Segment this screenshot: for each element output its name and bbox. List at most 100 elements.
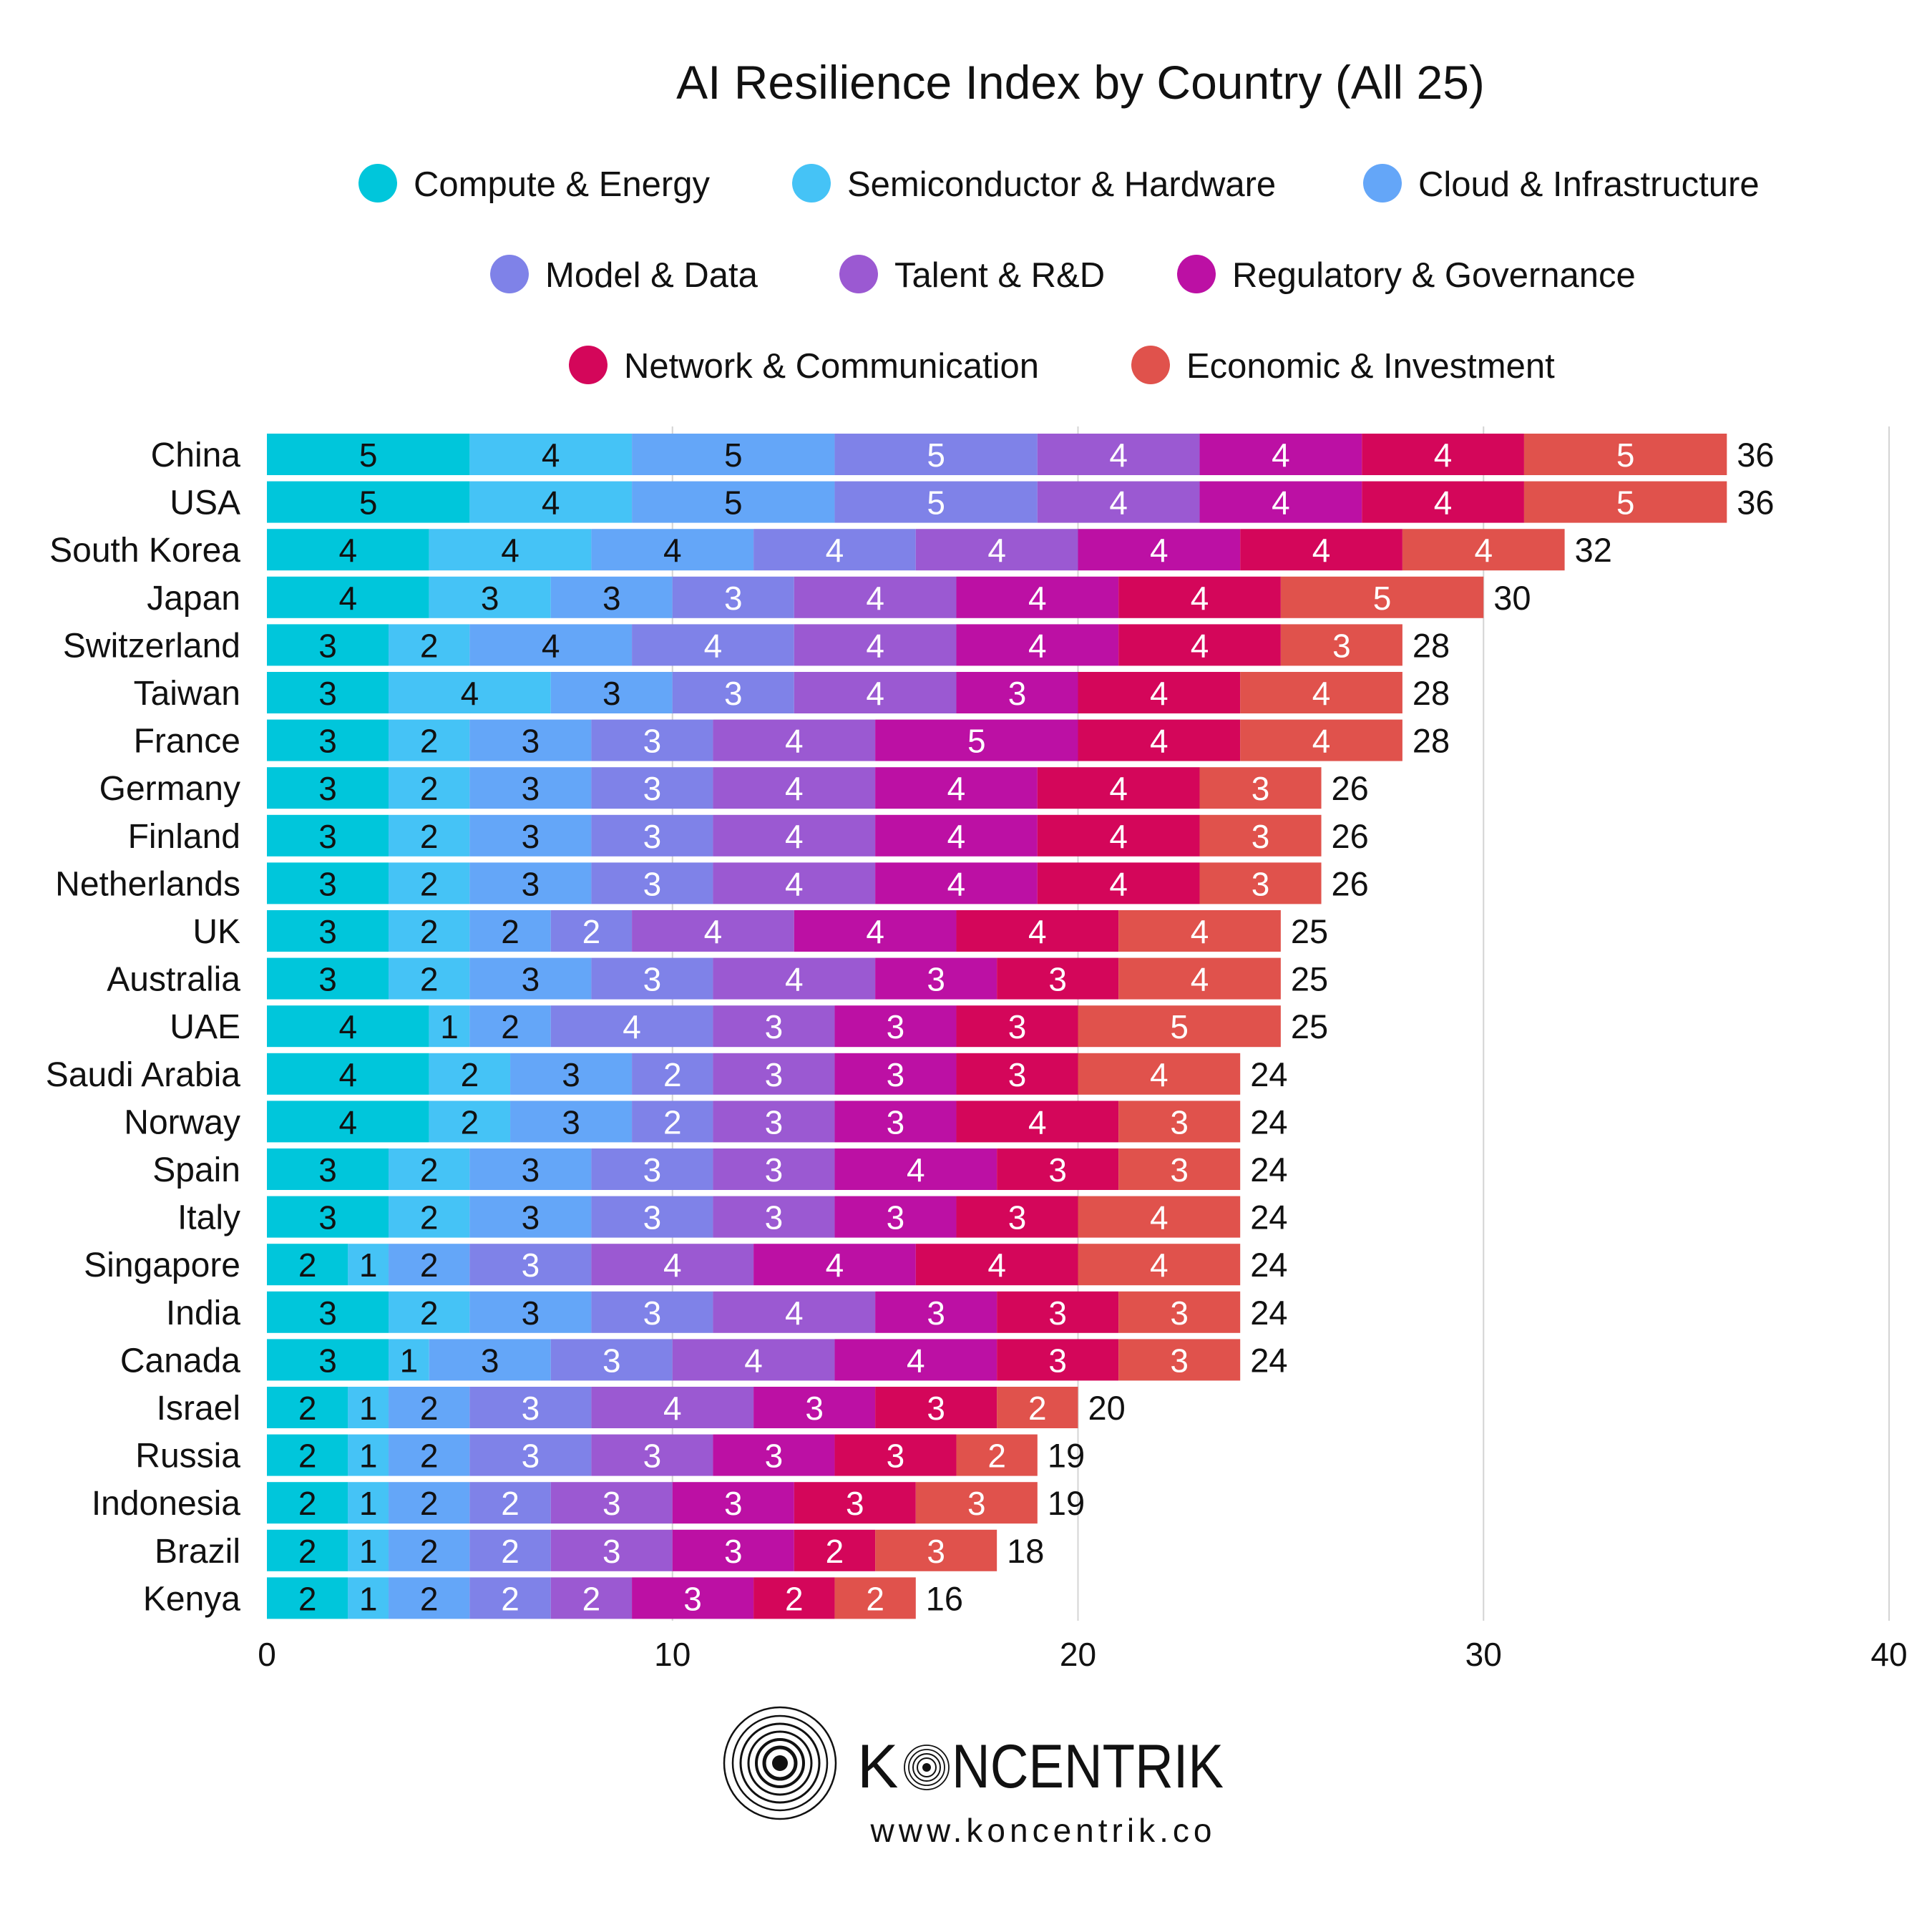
segment-label: 4 <box>987 1246 1006 1284</box>
total-label: 24 <box>1250 1055 1287 1093</box>
legend-swatch <box>1177 255 1216 293</box>
bar-segment <box>591 529 754 571</box>
bar-segment <box>348 1529 389 1571</box>
brand-o-icon <box>904 1745 950 1790</box>
total-label: 24 <box>1250 1294 1287 1332</box>
bar-segment <box>389 1577 470 1619</box>
segment-label: 4 <box>785 818 804 855</box>
category-label: Kenya <box>143 1580 240 1618</box>
segment-label: 3 <box>481 580 499 617</box>
segment-label: 3 <box>318 627 337 664</box>
segment-label: 2 <box>298 1485 317 1522</box>
segment-label: 2 <box>582 913 601 950</box>
segment-label: 2 <box>420 1246 439 1284</box>
segment-label: 4 <box>1109 770 1128 807</box>
bar-segment <box>834 1005 957 1048</box>
category-label: Singapore <box>84 1246 240 1284</box>
bar-segment <box>389 1196 470 1238</box>
segment-label: 4 <box>947 818 966 855</box>
total-label: 36 <box>1737 436 1774 474</box>
segment-label: 3 <box>318 961 337 998</box>
segment-label: 4 <box>339 1008 358 1045</box>
segment-label: 3 <box>602 1342 621 1379</box>
legend-swatch <box>792 164 831 203</box>
total-label: 25 <box>1291 960 1328 998</box>
legend-swatch <box>1131 346 1170 384</box>
bar-segment <box>389 767 470 809</box>
segment-label: 2 <box>785 1580 804 1617</box>
total-label: 26 <box>1332 864 1369 902</box>
bar-segment <box>591 1244 754 1286</box>
bar-segment <box>267 1482 348 1524</box>
segment-label: 3 <box>522 1151 540 1189</box>
segment-label: 1 <box>359 1533 378 1570</box>
legend-swatch <box>569 346 608 384</box>
bar-segment <box>267 1101 429 1143</box>
bar-segment <box>875 862 1038 904</box>
bar-segment <box>591 1291 713 1333</box>
segment-label: 3 <box>724 675 743 712</box>
bar-segment <box>267 529 429 571</box>
segment-label: 3 <box>1252 818 1270 855</box>
bar-segment <box>1240 672 1402 713</box>
bar-segment <box>753 1387 876 1428</box>
bar-segment <box>956 1434 1038 1476</box>
bar-segment <box>1118 1339 1241 1381</box>
bar-segment <box>591 719 713 761</box>
bar-segment <box>429 1101 511 1143</box>
category-label: Spain <box>152 1151 240 1189</box>
bar-segment <box>1037 481 1200 523</box>
segment-label: 4 <box>339 1056 358 1093</box>
segment-label: 2 <box>501 913 519 950</box>
bar-segment <box>834 434 1038 475</box>
segment-label: 4 <box>866 580 884 617</box>
bar-segment <box>956 624 1119 666</box>
bar-segment <box>834 481 1038 523</box>
bar-segment <box>267 672 389 713</box>
segment-label: 2 <box>420 627 439 664</box>
bar-segment <box>591 957 713 1000</box>
bar-segment <box>348 1577 389 1619</box>
segment-label: 3 <box>1048 1294 1067 1332</box>
x-tick-label: 20 <box>1060 1636 1096 1673</box>
bar-segment <box>267 481 470 523</box>
bar-segment <box>794 910 957 952</box>
segment-label: 2 <box>501 1533 519 1570</box>
segment-label: 4 <box>947 770 966 807</box>
bar-segment <box>389 1482 470 1524</box>
segment-label: 5 <box>1616 484 1635 522</box>
segment-label: 4 <box>1312 723 1331 760</box>
bar-segment <box>267 1339 389 1381</box>
total-label: 30 <box>1493 579 1531 617</box>
segment-label: 1 <box>359 1580 378 1617</box>
segment-label: 4 <box>501 532 519 569</box>
segment-label: 4 <box>1150 1056 1169 1093</box>
bar-segment <box>510 1101 633 1143</box>
segment-label: 5 <box>1616 436 1635 474</box>
total-label: 25 <box>1291 912 1328 950</box>
bar-segment <box>469 1387 592 1428</box>
bar-segment <box>469 481 633 523</box>
bar-segment <box>1118 957 1281 1000</box>
bar-segment <box>753 529 916 571</box>
brand-name-k: K <box>857 1732 898 1801</box>
brand-name-rest: NCENTRIK <box>952 1732 1224 1801</box>
category-label: Israel <box>157 1390 240 1428</box>
bar-segment <box>1199 767 1322 809</box>
segment-label: 2 <box>420 1151 439 1189</box>
segment-label: 2 <box>420 1580 439 1617</box>
bar-segment <box>1523 481 1727 523</box>
bar-segment <box>794 672 957 713</box>
segment-label: 4 <box>1312 675 1331 712</box>
segment-label: 3 <box>1170 1294 1189 1332</box>
category-label: Brazil <box>155 1533 240 1571</box>
bar-segment <box>348 1387 389 1428</box>
segment-label: 4 <box>1191 627 1209 664</box>
segment-label: 4 <box>1191 961 1209 998</box>
bar-segment <box>632 1053 713 1095</box>
total-label: 24 <box>1250 1246 1287 1284</box>
segment-label: 4 <box>826 1246 844 1284</box>
bar-segment <box>1199 481 1362 523</box>
bar-segment <box>267 910 389 952</box>
bar-segment <box>469 434 633 475</box>
